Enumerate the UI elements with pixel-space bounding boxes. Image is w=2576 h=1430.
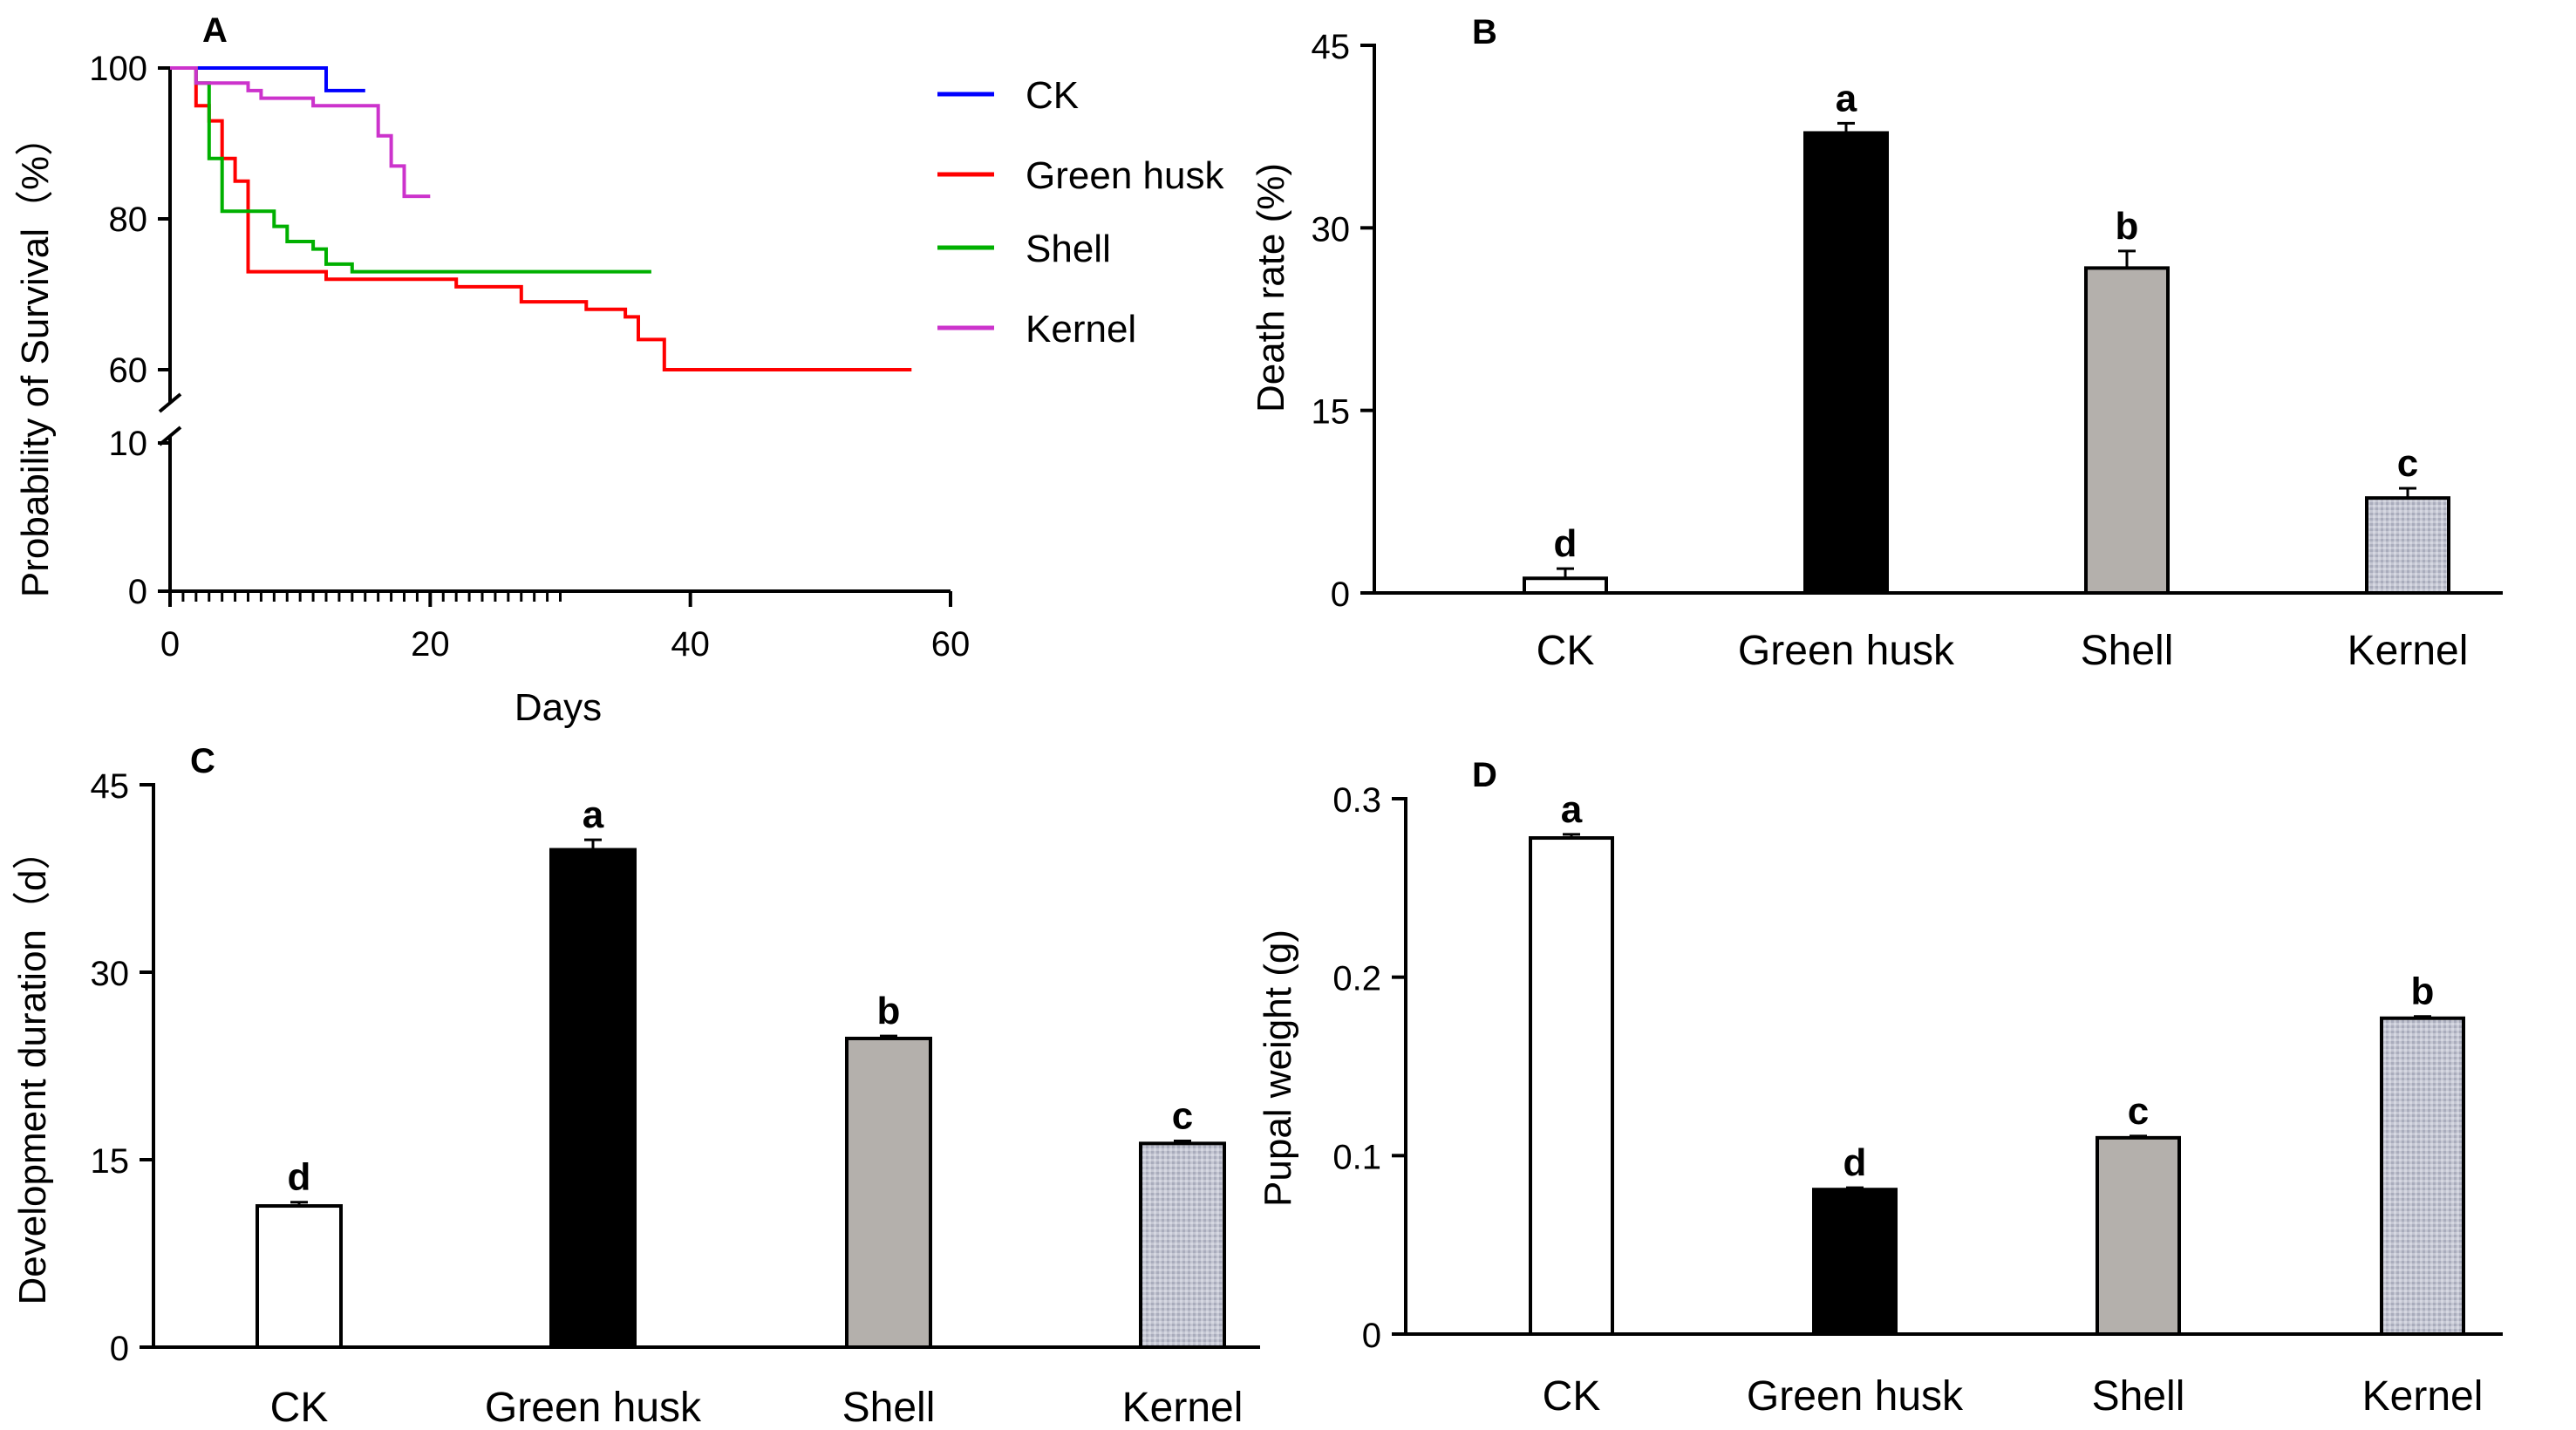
panel-1-significance-kernel: c (2397, 442, 2418, 485)
a-legend-label-green-husk: Green husk (1026, 154, 1224, 197)
a-legend-label-shell: Shell (1026, 228, 1111, 270)
a-y-tick-label-60: 60 (109, 351, 148, 390)
panel-c-y-axis-label: Development duration（d） (11, 832, 54, 1305)
panel-2-significance-ck: d (288, 1156, 311, 1199)
a-x-tick-label-20: 20 (411, 625, 450, 664)
panel-a-series (170, 66, 912, 371)
a-x-tick-label-60: 60 (931, 625, 971, 664)
panel-2-bar-ck (256, 1204, 343, 1349)
panel-2-y-tick-label-30: 30 (91, 955, 130, 993)
panel-3-category-label-shell: Shell (2092, 1373, 2185, 1420)
panel-2-bar-green-husk (549, 848, 637, 1349)
panel-2-significance-kernel: c (1172, 1095, 1193, 1138)
panel-1-bar-shell (2084, 266, 2170, 595)
panel-2-category-label-green-husk: Green husk (485, 1385, 702, 1430)
panel-3-category-label-green-husk: Green husk (1747, 1373, 1964, 1420)
panel-3-bar-ck (1529, 836, 1614, 1336)
a-x-tick-label-0: 0 (160, 625, 180, 664)
panel-1-category-label-shell: Shell (2081, 628, 2174, 674)
panel-a-legend: CK Green husk Shell Kernel (937, 74, 1224, 351)
panel-2-y-tick-label-45: 45 (91, 767, 130, 806)
panel-d-plot: 0 0.1 0.2 0.3 a CK d Green husk c Shell b Kernel (1332, 781, 2503, 1420)
panel-1-bar-kernel (2365, 496, 2450, 595)
panel-1-y-tick-label-0: 0 (1331, 575, 1350, 614)
panel-2-y-tick-label-15: 15 (91, 1142, 130, 1181)
panel-3-y-tick-label-0-2: 0.2 (1332, 960, 1381, 998)
panel-d-pupal-weight-chart: D Pupal weight (g) 0 0.1 0.2 0.3 a CK d Green h… (1257, 756, 2503, 1420)
a-y-tick-label-80: 80 (109, 201, 148, 239)
a-series-line-kernel (170, 66, 431, 199)
a-y-axis-break-top (158, 392, 182, 413)
panel-b-death-rate-chart: B Death rate (%) 0 15 30 45 d CK a Green husk b S… (1250, 13, 2503, 674)
panel-1-bar-green-husk (1803, 131, 1889, 596)
panel-1-significance-shell: b (2116, 205, 2139, 248)
a-series-line-green-husk (170, 66, 912, 371)
panel-1-category-label-ck: CK (1537, 628, 1595, 674)
panel-1-category-label-green-husk: Green husk (1738, 628, 1955, 674)
a-series-line-ck (170, 66, 365, 92)
panel-1-y-tick-label-15: 15 (1312, 393, 1351, 432)
panel-a-y-axis-label: Probability of Survival（%） (14, 118, 57, 597)
panel-3-y-tick-label-0-3: 0.3 (1332, 781, 1381, 820)
panel-3-category-label-kernel: Kernel (2362, 1373, 2484, 1420)
panel-1-bar-ck (1523, 576, 1608, 596)
panel-1-category-label-kernel: Kernel (2348, 628, 2469, 674)
panel-3-significance-green-husk: d (1843, 1141, 1867, 1184)
panel-1-y-tick-label-30: 30 (1312, 210, 1351, 249)
panel-1-significance-ck: d (1554, 522, 1578, 565)
panel-2-significance-green-husk: a (583, 793, 604, 836)
panel-2-bar-shell (845, 1036, 932, 1349)
panel-d-y-axis-label: Pupal weight (g) (1257, 930, 1299, 1207)
panel-c-development-duration-chart: C Development duration（d） 0 15 30 45 d CK a Gre… (11, 742, 1260, 1430)
panel-2-significance-shell: b (877, 990, 901, 1032)
panel-b-plot: 0 15 30 45 d CK a Green husk b Shell c Kernel (1312, 28, 2503, 674)
a-legend-label-kernel: Kernel (1026, 308, 1136, 351)
panel-a-x-axis-label: Days (515, 686, 602, 729)
panel-3-y-tick-label-0-1: 0.1 (1332, 1138, 1381, 1176)
panel-c-letter: C (190, 742, 215, 780)
panel-3-bar-kernel (2380, 1016, 2465, 1336)
panel-2-category-label-shell: Shell (842, 1385, 936, 1430)
panel-1-significance-green-husk: a (1836, 77, 1857, 119)
a-y-tick-label-0: 0 (128, 573, 147, 611)
panel-1-y-tick-label-45: 45 (1312, 28, 1351, 66)
a-y-tick-label-100: 100 (89, 50, 147, 88)
panel-3-significance-shell: c (2128, 1090, 2149, 1133)
a-legend-label-ck: CK (1026, 74, 1079, 117)
panel-2-y-tick-label-0: 0 (110, 1330, 129, 1368)
panel-3-bar-green-husk (1812, 1188, 1898, 1336)
panel-b-y-axis-label: Death rate (%) (1250, 163, 1292, 412)
a-x-tick-label-40: 40 (671, 625, 710, 664)
panel-3-y-tick-label-0: 0 (1362, 1317, 1381, 1355)
a-y-tick-label-10: 10 (109, 425, 148, 463)
panel-3-significance-kernel: b (2411, 970, 2435, 1013)
panel-2-category-label-kernel: Kernel (1122, 1385, 1244, 1430)
panel-d-letter: D (1472, 756, 1497, 794)
panel-2-category-label-ck: CK (270, 1385, 329, 1430)
panel-3-bar-shell (2096, 1135, 2181, 1337)
panel-b-letter: B (1472, 13, 1497, 51)
panel-3-significance-ck: a (1561, 788, 1583, 831)
panel-3-category-label-ck: CK (1543, 1373, 1601, 1420)
panel-c-plot: 0 15 30 45 d CK a Green husk b Shell c Kernel (91, 767, 1260, 1430)
panel-a-letter: A (202, 11, 228, 50)
panel-2-bar-kernel (1139, 1141, 1226, 1350)
